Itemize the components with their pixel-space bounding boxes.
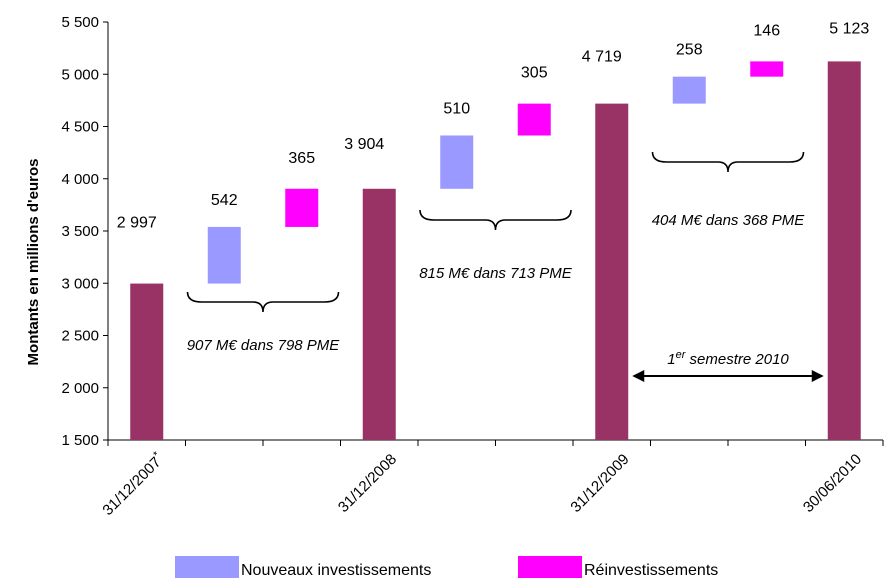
bar-reinvest [285,188,319,227]
arrow-left-head [632,370,645,382]
x-tick-label: 31/12/2009 [567,451,632,516]
y-axis-label: Montants en millions d'euros [25,159,42,366]
legend-swatch [518,556,582,578]
value-labels: 2 997 542 365 3 904 510 305 4 719 258 146 5 123 [117,20,870,231]
x-tick-label: 31/12/2008 [335,451,400,516]
x-tick-label: 31/12/2007* [98,449,168,519]
legend: Nouveaux investissements Réinvestissement… [175,556,718,579]
annotation-text: 815 M€ dans 713 PME [419,265,573,282]
bar-new [672,76,706,104]
value-label: 5 123 [829,20,869,37]
value-label: 4 719 [582,49,622,66]
value-label: 258 [676,42,703,59]
y-tick-label: 3 000 [61,275,99,292]
y-tick-label: 1 500 [61,432,99,449]
bar-total [827,61,861,441]
y-tick-label: 2 000 [61,380,99,397]
annotation-text: 907 M€ dans 798 PME [187,337,341,354]
y-tick-label: 4 000 [61,171,99,188]
bar-total [362,188,396,440]
brace [651,151,805,173]
annotation-text: 404 M€ dans 368 PME [652,212,806,229]
bar-reinvest [750,61,784,77]
y-tick-label: 2 500 [61,328,99,345]
value-label: 365 [288,150,315,167]
legend-swatch [175,556,239,578]
legend-label: Réinvestissements [584,562,718,579]
value-label: 3 904 [344,136,384,153]
annotations: 907 M€ dans 798 PME 815 M€ dans 713 PME 40… [186,151,824,382]
y-tick-label: 4 500 [61,119,99,136]
y-tick-label: 5 000 [61,66,99,83]
legend-label: Nouveaux investissements [241,562,431,579]
x-tick-label: 30/06/2010 [800,451,865,516]
bar-new [207,226,241,284]
x-axis-labels: 31/12/2007* 31/12/2008 31/12/2009 30/06/201… [98,449,865,519]
y-tick-label: 3 500 [61,223,99,240]
bar-total [595,103,629,440]
value-label: 2 997 [117,215,157,232]
arrow-right-head [811,370,824,382]
value-label: 305 [521,65,548,82]
y-tick-label: 5 500 [61,14,99,31]
brace [419,209,572,231]
bar-new [440,135,474,189]
axes: 1 500 2 000 2 500 3 000 3 500 4 000 4 500 5 000… [61,14,884,449]
brace [186,291,340,313]
value-label: 510 [443,100,470,117]
value-label: 146 [753,22,780,39]
bar-reinvest [517,103,551,136]
bars [130,61,861,441]
period-label: 1er semestre 2010 [667,349,789,368]
bar-total [130,283,164,440]
value-label: 542 [211,192,238,209]
